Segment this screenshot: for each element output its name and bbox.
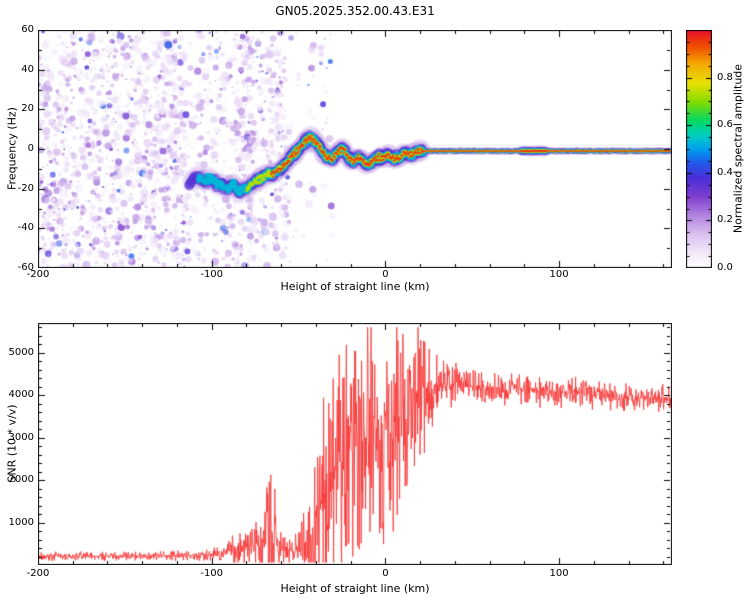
tick-label: 0 [382, 568, 389, 579]
snr-canvas [38, 323, 672, 565]
tick-label: 0.2 [717, 214, 733, 226]
tick-label: 40 [21, 63, 34, 75]
tick-label: 100 [549, 269, 569, 280]
colorbar-label: Normalized spectral amplitude [731, 63, 745, 234]
tick-label: -100 [200, 269, 224, 280]
tick-label: 20 [21, 103, 34, 115]
tick-label: 0.8 [717, 71, 733, 83]
tick-label: 0.0 [717, 262, 733, 273]
tick-label: 0.4 [717, 166, 733, 178]
tick-label: 100 [549, 568, 569, 579]
colorbar-canvas [686, 30, 712, 268]
tick-label: 5000 [8, 346, 34, 358]
spectrogram-xlabel: Height of straight line (km) [280, 280, 430, 293]
tick-label: 3000 [8, 431, 34, 443]
spectrogram-canvas [38, 30, 672, 268]
tick-label: -200 [26, 568, 50, 579]
snr-xlabel: Height of straight line (km) [280, 582, 430, 595]
tick-label: 60 [21, 24, 34, 35]
tick-label: 1000 [8, 516, 34, 528]
tick-label: -40 [17, 222, 34, 234]
tick-label: 0.6 [717, 119, 733, 131]
tick-label: -100 [200, 568, 224, 579]
figure-title: GN05.2025.352.00.43.E31 [275, 4, 435, 18]
tick-label: -60 [17, 262, 34, 273]
tick-label: -200 [26, 269, 50, 280]
tick-label: 4000 [8, 389, 34, 401]
tick-label: 0 [382, 269, 389, 280]
tick-label: 2000 [8, 474, 34, 486]
tick-label: 0 [27, 143, 34, 154]
tick-label: -20 [17, 182, 34, 194]
